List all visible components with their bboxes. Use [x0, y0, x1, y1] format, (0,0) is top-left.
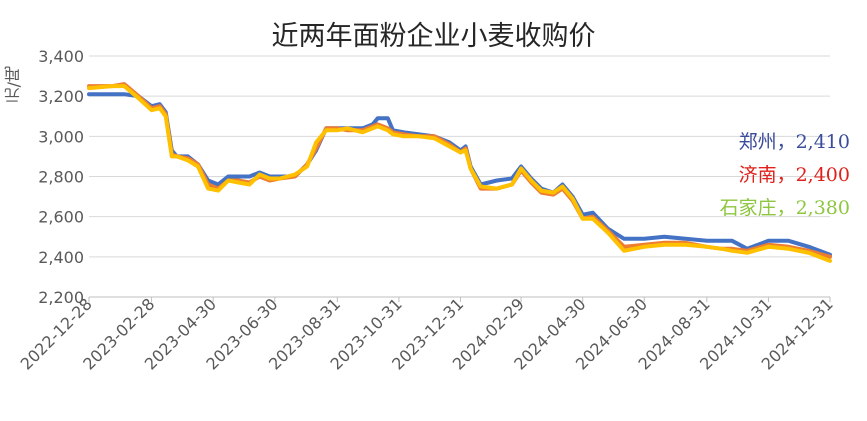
y-axis-label: 元/吨: [4, 66, 23, 104]
x-axis-ticks: 2022-12-282023-02-282023-04-302023-06-30…: [17, 294, 837, 373]
y-tick-label: 2,800: [38, 168, 84, 187]
chart-title: 近两年面粉企业小麦收购价: [271, 21, 596, 52]
y-axis-ticks: 2,200 2,400 2,600 2,800 3,000 3,200 3,400: [38, 47, 84, 307]
y-tick-label: 3,000: [38, 127, 84, 146]
series-line-2: [87, 84, 832, 263]
y-tick-label: 2,400: [38, 248, 84, 267]
series-lines: [87, 82, 832, 263]
y-tick-label: 3,400: [38, 47, 84, 66]
y-tick-label: 2,200: [38, 288, 84, 307]
gridlines: [89, 55, 830, 258]
series-label-zhengzhou: 郑州，2,410: [738, 131, 850, 153]
series-label-shijiazhuang: 石家庄，2,380: [719, 197, 850, 219]
series-label-jinan: 济南，2,400: [738, 164, 850, 186]
y-tick-label: 2,600: [38, 208, 84, 227]
y-tick-label: 3,200: [38, 87, 84, 106]
